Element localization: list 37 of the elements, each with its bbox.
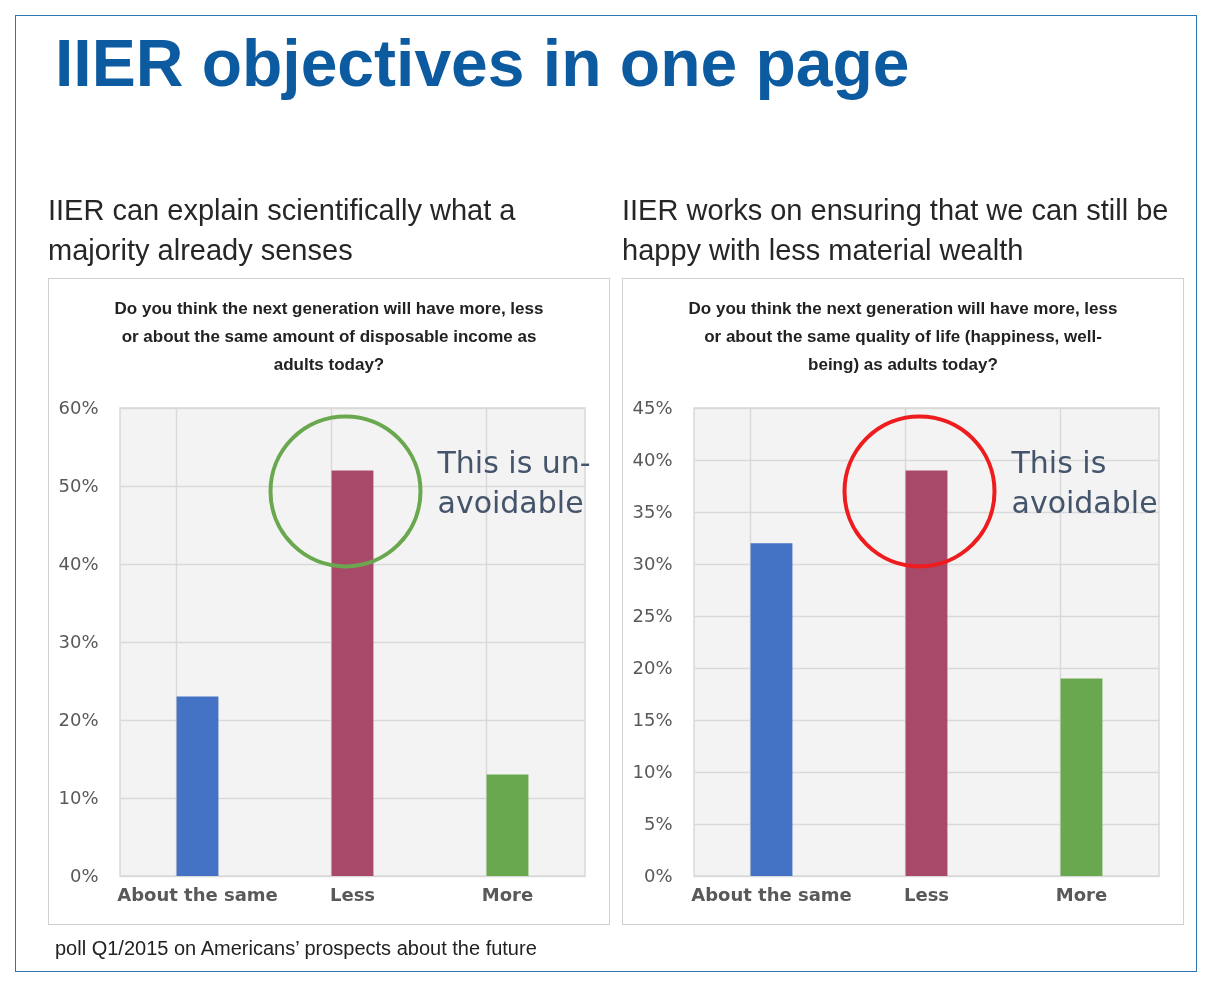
bar — [1060, 678, 1103, 876]
y-tick-label: 35% — [632, 500, 673, 522]
chart-title: Do you think the next generation will have more, less or about the same amount of disposable income as adults today? — [114, 298, 544, 376]
y-tick-label: 30% — [632, 552, 673, 574]
x-tick-label: Less — [329, 883, 376, 905]
bar — [176, 696, 219, 876]
chart-title: Do you think the next generation will have more, less or about the same quality of life (happiness, well-being) as adults today? — [688, 298, 1118, 376]
x-tick-label: About the same — [691, 883, 852, 905]
x-tick-label: Less — [903, 883, 950, 905]
y-tick-label: 20% — [632, 656, 673, 678]
chart-subtitle: IIER works on ensuring that we can still be happy with less material wealth — [622, 193, 1170, 268]
y-tick-label: 10% — [58, 786, 99, 808]
y-tick-label: 30% — [58, 630, 99, 652]
y-tick-label: 60% — [58, 396, 99, 418]
chart-subtitle: IIER can explain scientifically what a majority already senses — [48, 193, 517, 268]
annotation: This is un- avoidable — [436, 445, 591, 521]
x-tick-label: About the same — [117, 883, 278, 905]
x-tick-label: More — [1055, 883, 1108, 905]
y-tick-label: 20% — [58, 708, 99, 730]
y-tick-label: 25% — [632, 604, 673, 626]
bar — [331, 470, 374, 876]
y-tick-label: 5% — [643, 812, 673, 834]
y-tick-label: 10% — [632, 760, 673, 782]
annotation: This is avoidable — [1010, 445, 1158, 521]
text: IIER objectives in one page — [55, 25, 910, 101]
y-tick-label: 40% — [58, 552, 99, 574]
x-tick-label: More — [481, 883, 534, 905]
y-tick-label: 40% — [632, 448, 673, 470]
text: poll Q1/2015 on Americans’ prospects about the future — [55, 937, 537, 960]
y-tick-label: 0% — [69, 864, 99, 886]
y-tick-label: 15% — [632, 708, 673, 730]
y-tick-label: 0% — [643, 864, 673, 886]
bar — [486, 774, 529, 876]
bar — [750, 543, 793, 876]
bar — [905, 470, 948, 876]
y-tick-label: 45% — [632, 396, 673, 418]
y-tick-label: 50% — [58, 474, 99, 496]
